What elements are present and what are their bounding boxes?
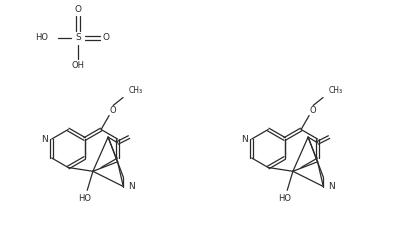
Text: CH₃: CH₃: [329, 86, 343, 95]
Text: HO: HO: [35, 34, 48, 42]
Text: N: N: [328, 182, 335, 191]
Text: N: N: [128, 182, 135, 191]
Text: HO: HO: [278, 194, 291, 203]
Text: OH: OH: [71, 62, 85, 71]
Text: CH₃: CH₃: [129, 86, 143, 95]
Text: HO: HO: [78, 194, 91, 203]
Text: O: O: [110, 106, 116, 115]
Text: S: S: [75, 34, 81, 42]
Text: N: N: [41, 135, 48, 143]
Text: O: O: [75, 5, 81, 14]
Text: O: O: [310, 106, 316, 115]
Text: N: N: [241, 135, 248, 143]
Text: O: O: [103, 34, 109, 42]
